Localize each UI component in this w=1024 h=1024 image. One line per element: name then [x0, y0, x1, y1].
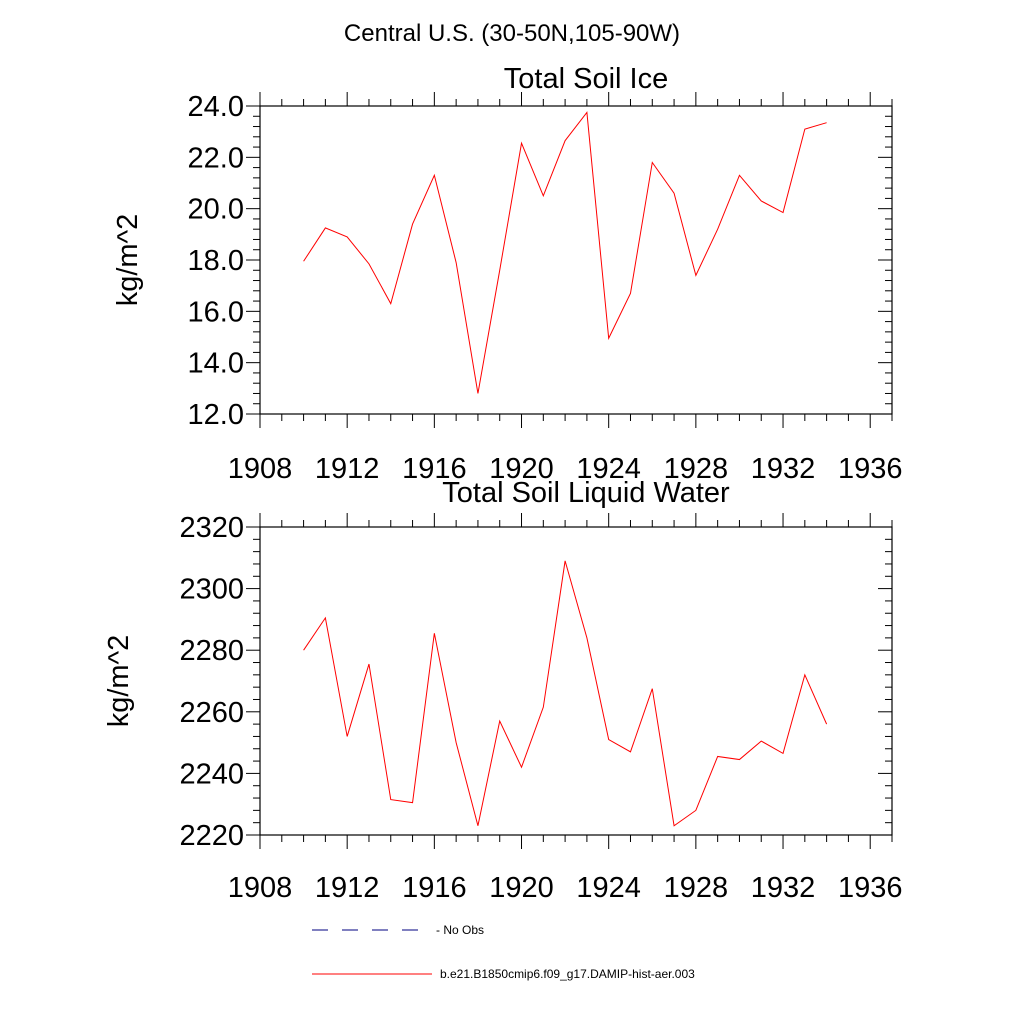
plot-frame [259, 526, 893, 836]
y-tick-label: 2300 [179, 574, 244, 606]
y-tick-label: 12.0 [188, 399, 244, 431]
y-tick-label: 2280 [179, 635, 244, 667]
plot-frame [259, 105, 893, 415]
x-tick-label: 1932 [751, 872, 816, 904]
chart-panel-1: Total Soil Ice kg/m^2 1908 1912 1916 1920 1924… [112, 63, 902, 485]
series-line-1 [303, 560, 828, 827]
x-tick-label: 1936 [838, 453, 903, 485]
y-tick-label: 16.0 [188, 296, 244, 328]
x-tick-label: 1916 [402, 453, 467, 485]
y-tick-label: 18.0 [188, 245, 244, 277]
y-tick-label: 20.0 [188, 194, 244, 226]
y-axis-label: kg/m^2 [103, 635, 135, 728]
y-tick-label: 14.0 [188, 348, 244, 380]
x-tick-label: 1924 [576, 872, 641, 904]
y-axis-label: kg/m^2 [112, 214, 144, 307]
y-tick-label: 2320 [179, 512, 244, 544]
figure-suptitle: Central U.S. (30-50N,105-90W) [344, 20, 680, 47]
x-tick-label: 1912 [315, 453, 380, 485]
x-tick-label: 1912 [315, 872, 380, 904]
x-tick-label: 1932 [751, 453, 816, 485]
chart-panel-2: Total Soil Liquid Water kg/m^2 1908 1912 191… [103, 477, 902, 904]
y-tick-label: 22.0 [188, 142, 244, 174]
x-tick-label: 1928 [664, 453, 729, 485]
x-tick-label: 1916 [402, 872, 467, 904]
panel-title: Total Soil Ice [504, 63, 668, 95]
panel-title: Total Soil Liquid Water [442, 477, 730, 509]
x-tick-label: 1920 [489, 453, 554, 485]
y-tick-label: 2220 [179, 820, 244, 852]
legend-label: b.e21.B1850cmip6.f09_g17.DAMIP-hist-aer.… [440, 967, 695, 981]
x-tick-label: 1908 [228, 872, 293, 904]
x-tick-label: 1928 [664, 872, 729, 904]
x-tick-label: 1908 [228, 453, 293, 485]
chart-panels: Total Soil Ice kg/m^2 1908 1912 1916 1920 1924… [103, 63, 902, 904]
legend: - No Obs b.e21.B1850cmip6.f09_g17.DAMIP-h… [312, 923, 695, 981]
x-tick-label: 1924 [576, 453, 641, 485]
series-line-1 [303, 111, 827, 394]
legend-label: - No Obs [436, 923, 484, 937]
y-tick-label: 2260 [179, 697, 244, 729]
x-tick-label: 1936 [838, 872, 903, 904]
y-tick-label: 2240 [179, 758, 244, 790]
y-tick-label: 24.0 [188, 91, 244, 123]
x-tick-label: 1920 [489, 872, 554, 904]
